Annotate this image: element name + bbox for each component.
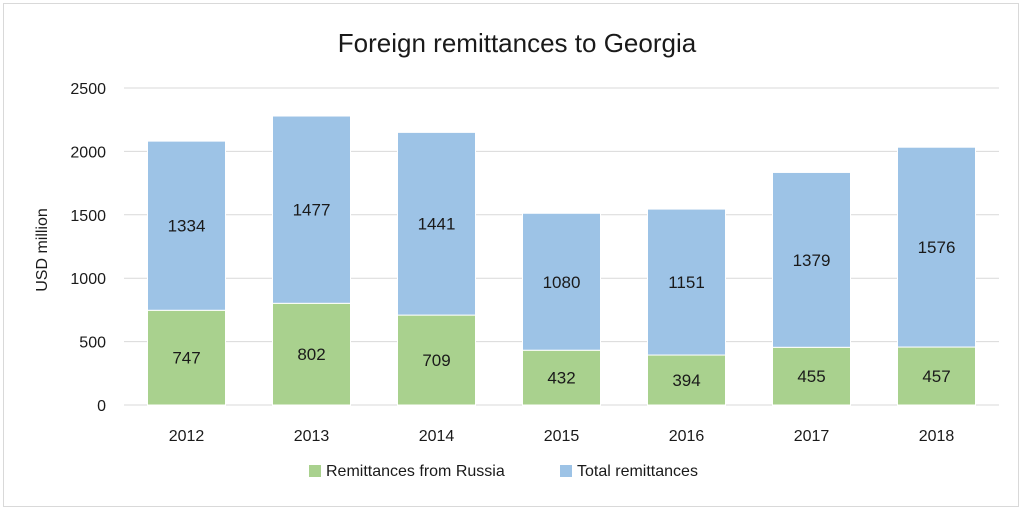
legend-label: Total remittances [577,463,698,480]
bar-russia [647,354,726,406]
data-label-russia: 802 [297,345,325,364]
data-label-total: 1576 [918,238,956,257]
x-tick-label: 2016 [669,428,705,445]
legend-swatch [560,465,572,477]
data-label-layer: 747 1334 802 1477 709 1441 432 1080 394 1151 455 13… [168,201,956,390]
bar-russia [147,309,226,406]
x-tick-label: 2014 [419,428,455,445]
bar-total [147,140,226,311]
y-axis-label: USD million [34,208,51,292]
bar-total [897,146,976,348]
y-tick-layer: 0 500 1000 1500 2000 2500 [70,81,106,415]
data-label-russia: 709 [422,351,450,370]
data-label-total: 1151 [668,273,705,292]
chart-svg: Foreign remittances to Georgia USD milli… [34,28,999,480]
bar-layer [147,115,976,406]
bar-total [272,115,351,304]
chart-title: Foreign remittances to Georgia [338,28,697,58]
data-label-total: 1477 [293,201,331,220]
bar-russia [897,346,976,406]
x-tick-layer: 2012 2013 2014 2015 2016 2017 2018 [169,428,955,445]
bar-russia [772,346,851,406]
data-label-russia: 432 [547,369,575,388]
y-tick-label: 0 [97,398,106,415]
legend: Remittances from Russia Total remittances [309,463,698,480]
data-label-russia: 457 [922,367,950,386]
legend-label: Remittances from Russia [326,463,505,480]
y-tick-label: 1000 [70,271,106,288]
bar-total [772,171,851,348]
bar-total [522,212,601,351]
bar-russia [522,349,601,406]
chart-frame: Foreign remittances to Georgia USD milli… [3,3,1019,507]
data-label-total: 1441 [418,215,456,234]
bar-russia [397,314,476,406]
x-tick-label: 2013 [294,428,330,445]
y-tick-label: 1500 [70,208,106,225]
x-tick-label: 2017 [794,428,830,445]
data-label-total: 1334 [168,217,206,236]
data-label-total: 1080 [543,273,581,292]
x-tick-label: 2015 [544,428,580,445]
data-label-russia: 455 [797,367,825,386]
y-tick-label: 2000 [70,144,106,161]
y-tick-label: 500 [79,335,106,352]
data-label-total: 1379 [793,251,831,270]
legend-swatch [309,465,321,477]
data-label-russia: 747 [172,349,200,368]
data-label-russia: 394 [672,371,700,390]
bar-total [647,208,726,356]
bar-russia [272,302,351,406]
x-tick-label: 2018 [919,428,955,445]
bar-total [397,131,476,316]
y-tick-label: 2500 [70,81,106,98]
x-tick-label: 2012 [169,428,205,445]
